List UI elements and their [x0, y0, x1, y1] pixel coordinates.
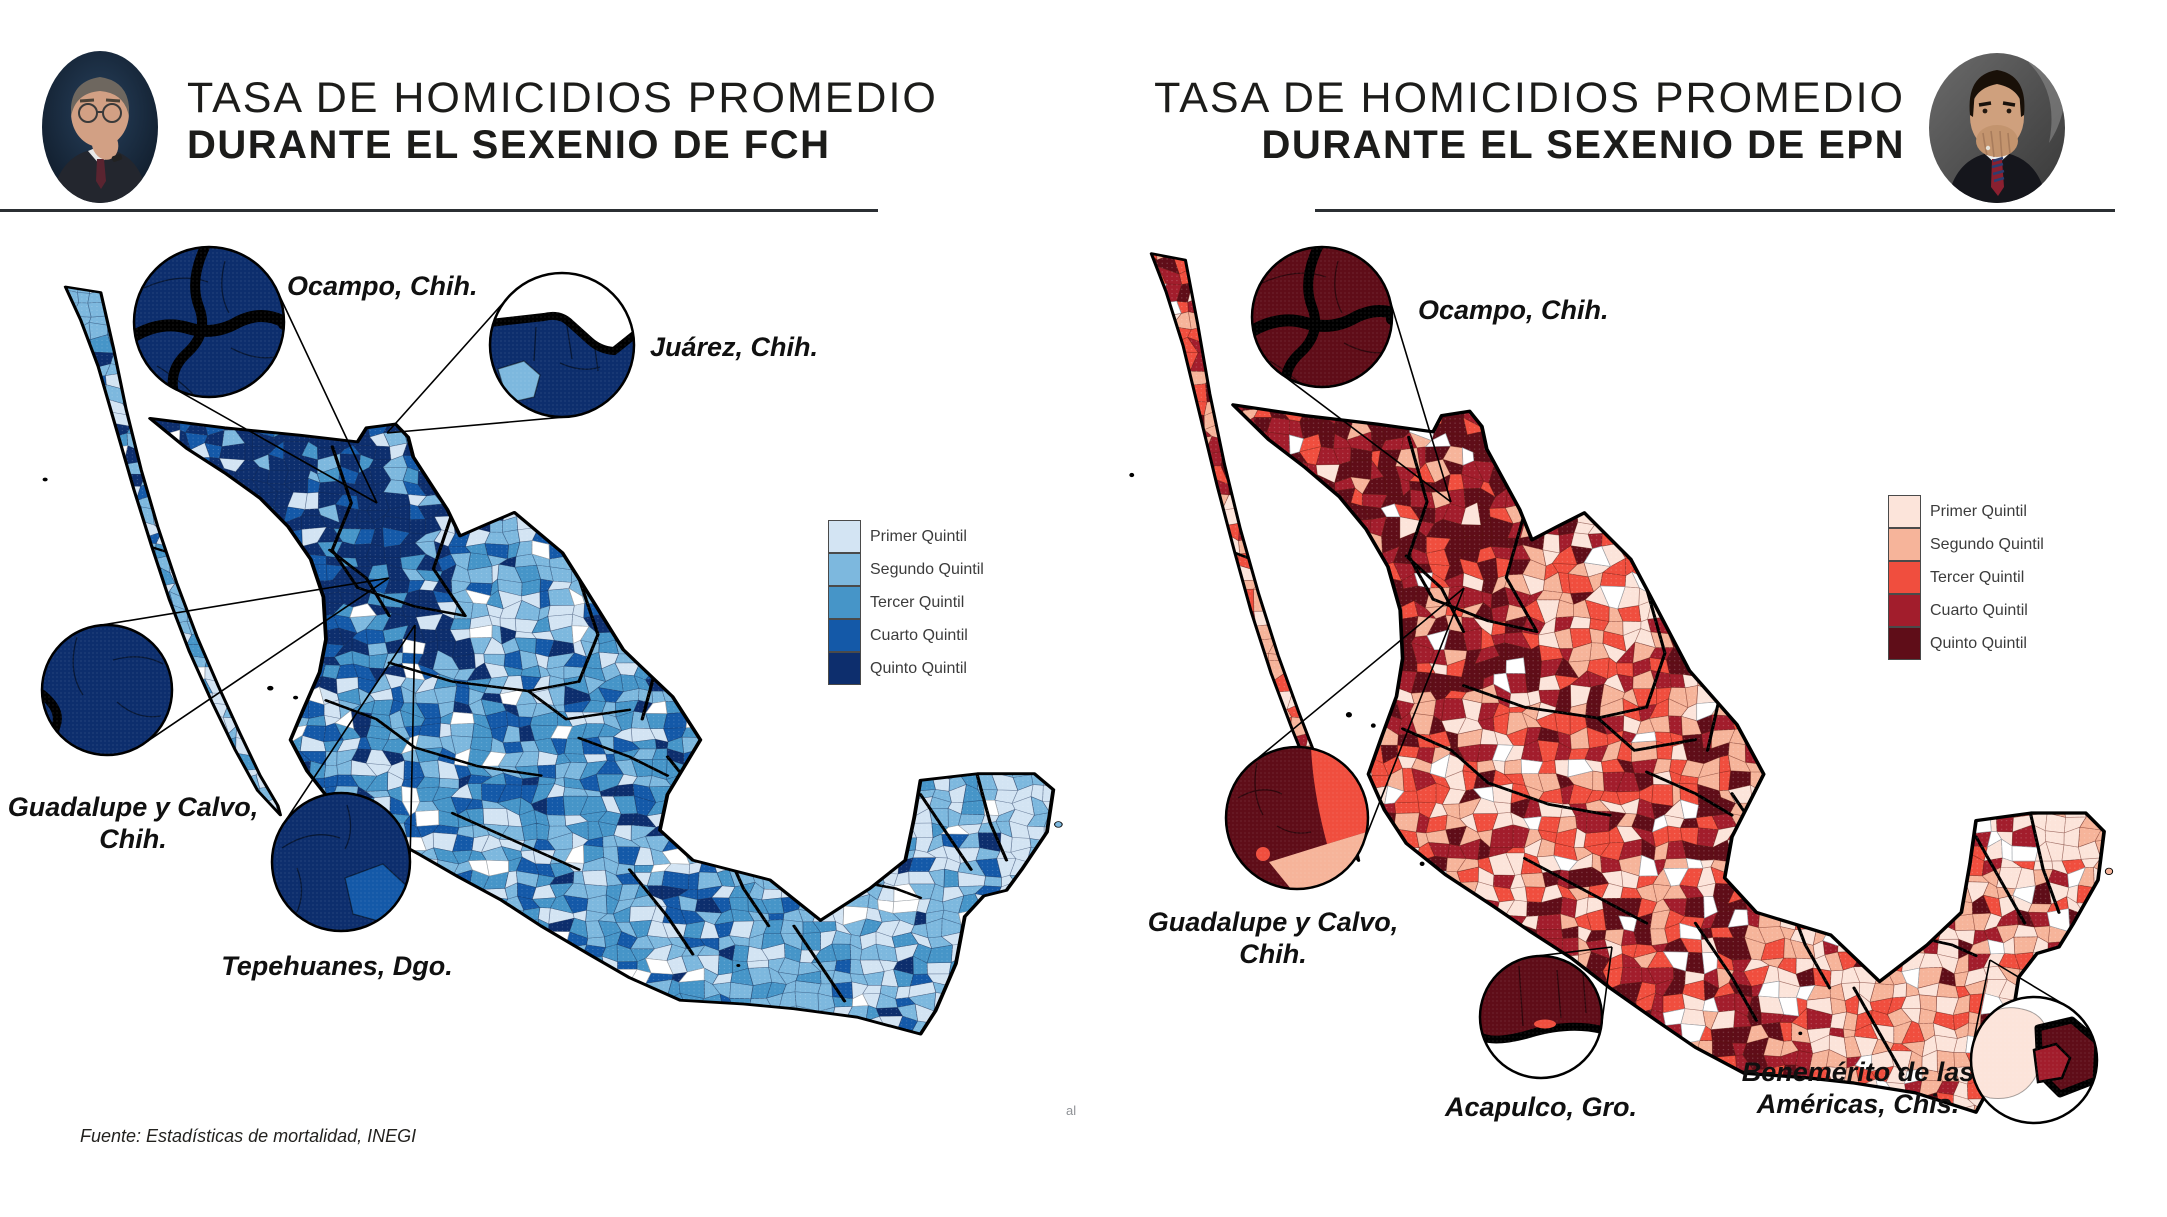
- callout-label-tepehuanes-left: Tepehuanes, Dgo.: [221, 951, 453, 981]
- legend-swatch-q5: [828, 652, 861, 685]
- legend-label-q5: Quinto Quintil: [1930, 635, 2027, 652]
- stray-text: al: [1066, 1103, 1077, 1118]
- callout-label-line: Benemérito de las: [1741, 1057, 1975, 1087]
- legend-swatch-q2: [828, 553, 861, 586]
- callout-label-ocampo-left: Ocampo, Chih.: [287, 271, 478, 301]
- legend-swatch-q4: [828, 619, 861, 652]
- legend-label-q5: Quinto Quintil: [870, 660, 967, 677]
- callout-label-guadalupe-left: Guadalupe y Calvo, Chih.: [8, 791, 259, 855]
- left-subtitle: DURANTE EL SEXENIO DE FCH: [187, 123, 831, 167]
- callout-label-line: Guadalupe y Calvo,: [7, 792, 259, 822]
- callout-label-line: Chih.: [1239, 939, 1307, 969]
- left-title: TASA DE HOMICIDIOS PROMEDIO: [187, 74, 938, 122]
- legend-label-q3: Tercer Quintil: [870, 594, 965, 611]
- legend-swatch-q1: [1888, 495, 1921, 528]
- legend-label-q4: Cuarto Quintil: [1930, 602, 2028, 619]
- callout-label-line: Chih.: [99, 824, 167, 854]
- legend-swatch-q2: [1888, 528, 1921, 561]
- legend-label-q3: Tercer Quintil: [1930, 569, 2025, 586]
- legend-label-q2: Segundo Quintil: [870, 561, 984, 578]
- right-title-block: TASA DE HOMICIDIOS PROMEDIO DURANTE EL S…: [1154, 74, 1905, 168]
- callout-label-guadalupe-right: Guadalupe y Calvo, Chih.: [1148, 906, 1399, 970]
- callout-label-benemerito-right: Benemérito de las Américas, Chis.: [1742, 1056, 1975, 1120]
- epn-portrait-illustration: [1929, 53, 2065, 203]
- left-title-block: TASA DE HOMICIDIOS PROMEDIO DURANTE EL S…: [187, 74, 938, 168]
- fch-portrait-illustration: [42, 51, 158, 203]
- callout-label-line: Américas, Chis.: [1756, 1089, 1960, 1119]
- left-header-rule: [0, 209, 878, 212]
- callout-label-juarez-left: Juárez, Chih.: [650, 332, 819, 362]
- right-header-rule: [1315, 209, 2115, 212]
- callout-label-acapulco-right: Acapulco, Gro.: [1444, 1092, 1638, 1122]
- source-credit: Fuente: Estadísticas de mortalidad, INEG…: [80, 1126, 417, 1146]
- epn-photo: [1929, 53, 2065, 203]
- legend-label-q4: Cuarto Quintil: [870, 627, 968, 644]
- legend-label-q1: Primer Quintil: [1930, 503, 2027, 520]
- callout-label-line: Guadalupe y Calvo,: [1147, 907, 1399, 937]
- legend-swatch-q3: [1888, 561, 1921, 594]
- fch-photo: [42, 51, 158, 203]
- right-title: TASA DE HOMICIDIOS PROMEDIO: [1154, 74, 1905, 122]
- legend-label-q1: Primer Quintil: [870, 528, 967, 545]
- legend-swatch-q5: [1888, 627, 1921, 660]
- legend-swatch-q3: [828, 586, 861, 619]
- legend-swatch-q4: [1888, 594, 1921, 627]
- right-subtitle: DURANTE EL SEXENIO DE EPN: [1261, 123, 1905, 167]
- callout-label-ocampo-right: Ocampo, Chih.: [1418, 295, 1609, 325]
- legend-label-q2: Segundo Quintil: [1930, 536, 2044, 553]
- legend-swatch-q1: [828, 520, 861, 553]
